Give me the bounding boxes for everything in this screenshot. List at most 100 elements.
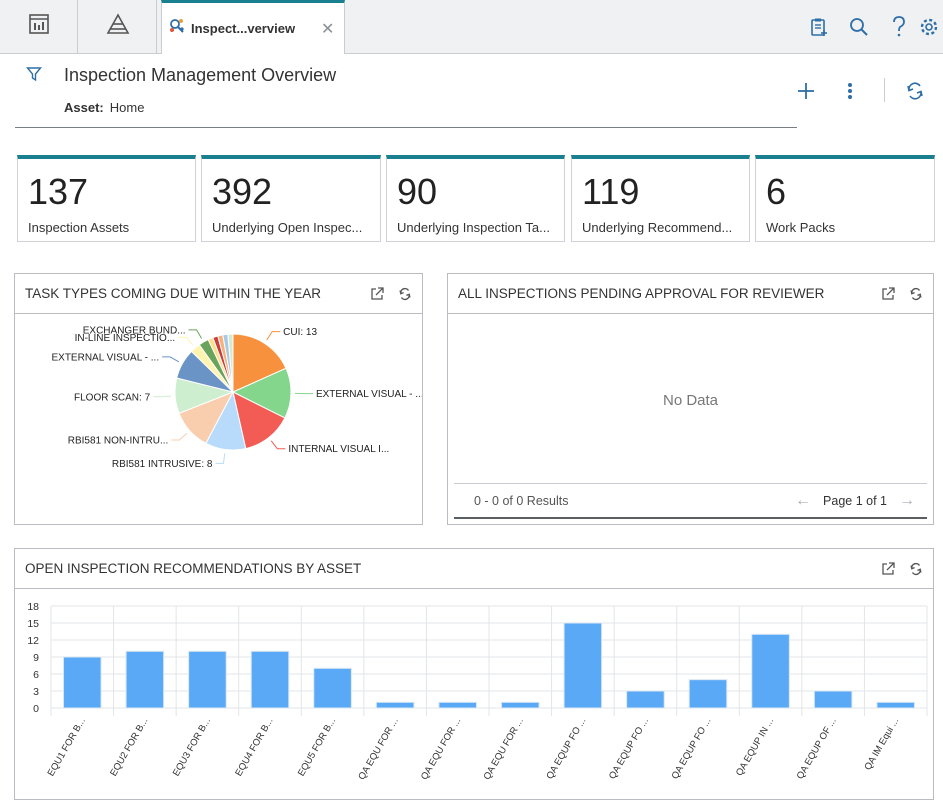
x-tick-label: QA EQU FOR ... bbox=[482, 716, 526, 782]
task-types-panel: TASK TYPES COMING DUE WITHIN THE YEAR CU… bbox=[14, 273, 423, 525]
x-tick-label: EQU2 FOR B... bbox=[108, 716, 150, 778]
y-tick-label: 6 bbox=[33, 669, 39, 681]
panel-title: TASK TYPES COMING DUE WITHIN THE YEAR bbox=[25, 286, 322, 301]
pie-slice bbox=[232, 333, 287, 393]
kpi-label: Inspection Assets bbox=[28, 220, 130, 235]
open-external-icon[interactable] bbox=[881, 561, 895, 576]
kpi-value: 392 bbox=[212, 171, 273, 212]
refresh-icon[interactable] bbox=[909, 287, 923, 301]
pie-slice-label: CUI: 13 bbox=[283, 327, 317, 338]
kpi-card-recommendations[interactable]: 119 Underlying Recommend... bbox=[571, 155, 750, 242]
more-options-icon[interactable] bbox=[845, 78, 855, 104]
kpi-card-work-packs[interactable]: 6 Work Packs bbox=[755, 155, 935, 242]
y-tick-label: 3 bbox=[33, 686, 39, 698]
tab-inspection-overview[interactable]: Inspect...verview ✕ bbox=[161, 0, 345, 54]
dashboard-icon bbox=[28, 13, 50, 40]
bar bbox=[250, 650, 290, 709]
pie-slice-label: RBI581 INTRUSIVE: 8 bbox=[112, 459, 213, 470]
kpi-card-inspection-tasks[interactable]: 90 Underlying Inspection Ta... bbox=[386, 155, 565, 242]
pie-leader-line bbox=[266, 331, 281, 341]
pyramid-icon bbox=[106, 13, 130, 40]
bar bbox=[688, 679, 728, 709]
pending-approval-panel: ALL INSPECTIONS PENDING APPROVAL FOR REV… bbox=[447, 273, 934, 525]
y-tick-label: 18 bbox=[27, 601, 39, 613]
open-external-icon[interactable] bbox=[881, 286, 895, 301]
page-title: Inspection Management Overview bbox=[64, 65, 337, 85]
bar bbox=[751, 633, 790, 709]
asset-context: Asset: Home bbox=[64, 100, 144, 115]
x-tick-label: EQU5 FOR B... bbox=[296, 716, 338, 778]
bar bbox=[626, 690, 665, 709]
kpi-label: Underlying Inspection Ta... bbox=[397, 220, 550, 235]
tab-hierarchy[interactable] bbox=[79, 0, 157, 53]
y-tick-label: 12 bbox=[27, 635, 39, 647]
pie-leader-line bbox=[171, 432, 188, 441]
y-tick-label: 9 bbox=[33, 652, 39, 664]
kpi-value: 6 bbox=[766, 171, 787, 212]
pie-slice-label: EXCHANGER BUND... bbox=[83, 325, 186, 336]
pie-leader-line bbox=[188, 329, 203, 339]
next-page-icon[interactable]: → bbox=[899, 491, 915, 509]
bar bbox=[563, 622, 603, 709]
bar bbox=[813, 690, 853, 709]
bar bbox=[375, 701, 415, 709]
add-icon[interactable] bbox=[796, 78, 816, 104]
bar bbox=[125, 650, 165, 709]
refresh-icon[interactable] bbox=[905, 78, 925, 104]
open-external-icon[interactable] bbox=[370, 286, 384, 301]
help-icon[interactable] bbox=[879, 16, 919, 38]
pie-slice-label: EXTERNAL VISUAL - ... bbox=[51, 352, 159, 363]
refresh-icon[interactable] bbox=[398, 287, 412, 301]
prev-page-icon[interactable]: ← bbox=[795, 491, 812, 509]
asset-key: Asset: bbox=[64, 100, 104, 115]
bar bbox=[438, 701, 477, 709]
close-icon[interactable]: ✕ bbox=[321, 20, 335, 38]
pie-slice bbox=[232, 391, 286, 450]
refresh-icon[interactable] bbox=[909, 562, 923, 576]
x-tick-label: QA EQUP FO ... bbox=[607, 716, 651, 781]
panel-header: TASK TYPES COMING DUE WITHIN THE YEAR bbox=[15, 274, 422, 314]
x-tick-label: QA EQUP IN ... bbox=[734, 716, 776, 778]
tab-label: Inspect...verview bbox=[191, 21, 296, 36]
y-tick-label: 0 bbox=[33, 703, 39, 715]
bar bbox=[188, 650, 227, 709]
x-tick-label: QA EQU FOR ... bbox=[419, 716, 463, 782]
pie-slice-label: INTERNAL VISUAL I... bbox=[288, 444, 389, 455]
x-tick-label: EQU4 FOR B... bbox=[233, 716, 275, 778]
filter-icon[interactable] bbox=[26, 66, 42, 87]
x-tick-label: QA EQUP FO ... bbox=[670, 716, 714, 781]
panel-header: OPEN INSPECTION RECOMMENDATIONS BY ASSET bbox=[15, 549, 933, 589]
recommendations-bar-chart: 18 15 12 9 6 3 0 EQU1 FOR B... EQU2 FOR B... EQU3… bbox=[27, 601, 928, 782]
global-toolbar bbox=[799, 0, 943, 54]
kpi-label: Underlying Open Inspec... bbox=[212, 220, 363, 235]
recommendations-panel: OPEN INSPECTION RECOMMENDATIONS BY ASSET… bbox=[14, 548, 934, 800]
top-tab-bar: Inspect...verview ✕ bbox=[0, 0, 943, 54]
clipboard-icon[interactable] bbox=[799, 17, 839, 37]
kpi-value: 137 bbox=[28, 171, 89, 212]
bar bbox=[876, 701, 915, 709]
pie-slice bbox=[231, 367, 292, 419]
pie-leader-line bbox=[270, 440, 286, 450]
search-icon[interactable] bbox=[839, 17, 879, 37]
tab-dashboard[interactable] bbox=[0, 0, 78, 53]
pie-slice bbox=[227, 333, 234, 393]
kpi-card-open-inspections[interactable]: 392 Underlying Open Inspec... bbox=[201, 155, 381, 242]
pie-slice-label: EXTERNAL VISUAL - ... bbox=[316, 389, 422, 400]
header-rule bbox=[15, 127, 797, 128]
asset-value: Home bbox=[109, 100, 145, 115]
kpi-card-inspection-assets[interactable]: 137 Inspection Assets bbox=[17, 155, 196, 242]
kpi-label: Work Packs bbox=[766, 220, 836, 235]
pie-slice-label: RBI581 NON-INTRU... bbox=[68, 436, 169, 447]
page-indicator: Page 1 of 1 bbox=[823, 493, 887, 508]
panel-header: ALL INSPECTIONS PENDING APPROVAL FOR REV… bbox=[448, 274, 933, 314]
pie-leader-line bbox=[153, 395, 172, 398]
gear-icon[interactable] bbox=[919, 17, 943, 37]
x-tick-label: EQU3 FOR B... bbox=[171, 716, 213, 778]
pie-leader-line bbox=[162, 356, 180, 363]
header-divider bbox=[884, 78, 885, 102]
x-tick-label: QA EQUP FO ... bbox=[544, 716, 588, 781]
kpi-label: Underlying Recommend... bbox=[582, 220, 733, 235]
x-tick-label: QA EQUP OF ... bbox=[795, 716, 839, 781]
bar bbox=[313, 667, 352, 709]
pie-slice-label: FLOOR SCAN: 7 bbox=[74, 392, 151, 403]
